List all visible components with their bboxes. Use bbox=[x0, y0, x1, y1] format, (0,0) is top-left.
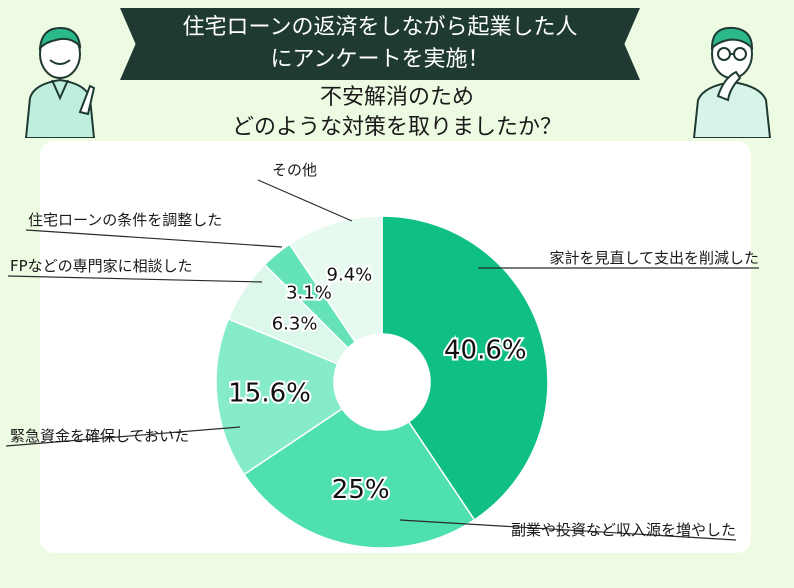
slice-value-label-3: 15.6% bbox=[228, 378, 311, 408]
slice-category-label-6: その他 bbox=[272, 161, 317, 179]
title-line-2: にアンケートを実施！ bbox=[270, 47, 490, 72]
slice-value-label-6: 9.4% bbox=[327, 264, 373, 285]
leader-line-3 bbox=[5, 426, 241, 447]
leader-line-6 bbox=[257, 179, 353, 222]
leader-line-2 bbox=[399, 519, 737, 541]
slice-value-label-1: 40.6% bbox=[444, 336, 527, 366]
slice-category-label-2: 副業や投資など収入源を増やした bbox=[511, 521, 736, 539]
title-banner: 住宅ローンの返済をしながら起業した人 にアンケートを実施！ bbox=[120, 8, 640, 80]
slice-value-label-5: 3.1% bbox=[286, 283, 332, 304]
donut-hole bbox=[334, 334, 430, 430]
leader-line-5 bbox=[25, 229, 283, 248]
leader-line-4 bbox=[7, 275, 263, 283]
slice-category-label-3: 緊急資金を確保しておいた bbox=[10, 427, 189, 445]
question-line-2: どのような対策を取りましたか？ bbox=[231, 115, 562, 140]
question-line-1: 不安解消のため bbox=[319, 85, 474, 110]
slice-value-label-2: 25% bbox=[332, 475, 390, 505]
man-illustration-left bbox=[20, 16, 100, 139]
title-line-1: 住宅ローンの返済をしながら起業した人 bbox=[182, 15, 578, 40]
slice-category-label-1: 家計を見直して支出を削減した bbox=[549, 249, 759, 267]
man-illustration-right bbox=[688, 16, 776, 139]
slice-category-label-5: 住宅ローンの条件を調整した bbox=[28, 211, 222, 229]
slice-value-label-4: 6.3% bbox=[272, 313, 318, 334]
slice-category-label-4: FPなどの専門家に相談した bbox=[10, 257, 193, 275]
